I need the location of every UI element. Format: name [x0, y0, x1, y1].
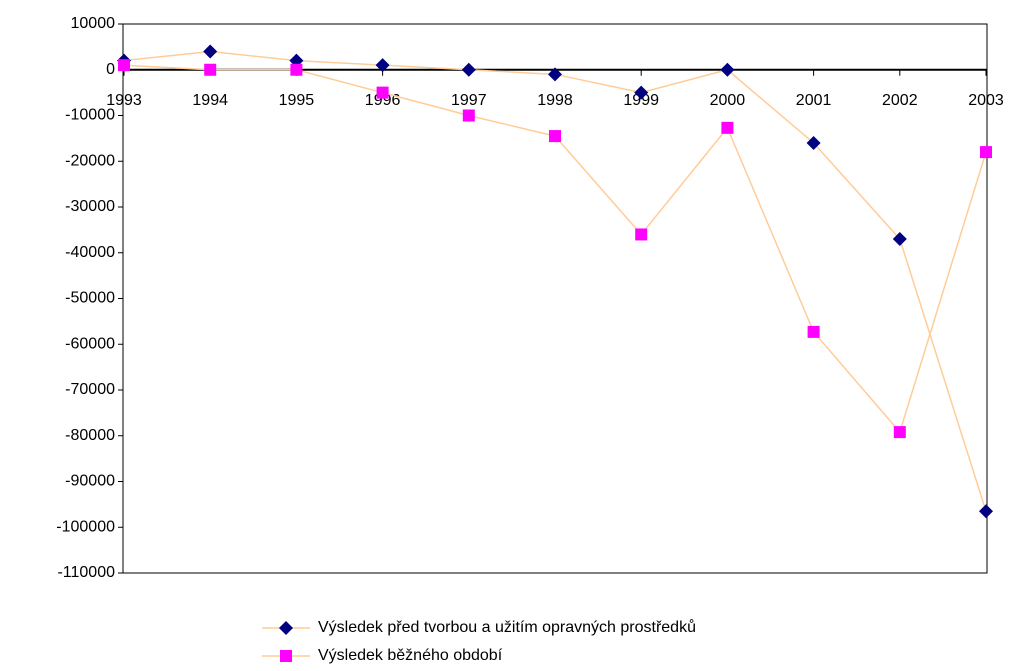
y-tick-label: -40000: [65, 244, 115, 261]
x-tick-label: 1994: [192, 92, 228, 109]
data-point: [118, 59, 130, 72]
data-point: [461, 62, 476, 77]
y-tick-label: 10000: [71, 15, 116, 32]
x-tick-label: 2000: [710, 92, 746, 109]
data-point: [806, 135, 821, 150]
legend-marker: [280, 650, 292, 662]
x-tick-label: 1998: [537, 92, 573, 109]
y-tick-label: -30000: [65, 198, 115, 215]
y-tick-label: -100000: [56, 518, 115, 535]
x-tick-label: 2001: [796, 92, 832, 109]
legend-label: Výsledek před tvorbou a užitím opravných…: [318, 618, 696, 636]
data-point: [376, 86, 389, 99]
data-point: [548, 67, 562, 82]
data-point: [204, 63, 217, 76]
y-tick-label: 0: [106, 61, 115, 78]
y-tick-label: -50000: [65, 290, 115, 307]
y-tick-label: -110000: [57, 564, 115, 581]
x-tick-label: 2003: [968, 92, 1004, 109]
y-tick-label: -90000: [65, 473, 115, 490]
y-tick-label: -10000: [65, 107, 115, 124]
data-point: [375, 58, 390, 73]
y-tick-label: -20000: [65, 152, 115, 169]
data-point: [462, 109, 475, 122]
series-line: [123, 64, 987, 434]
x-tick-label: 1999: [623, 92, 659, 109]
data-point: [807, 325, 820, 338]
y-tick-label: -80000: [65, 427, 115, 444]
y-tick-label: -70000: [65, 381, 115, 398]
data-point: [979, 504, 993, 519]
data-point: [720, 62, 735, 77]
x-tick-label: 1997: [451, 92, 487, 109]
legend-marker: [279, 621, 293, 635]
data-point: [635, 228, 648, 241]
series-line: [123, 50, 987, 512]
legend-label: Výsledek běžného období: [318, 647, 503, 664]
x-tick-label: 1996: [365, 92, 401, 109]
data-point: [721, 121, 734, 134]
data-point: [290, 63, 303, 76]
data-point: [549, 130, 561, 143]
data-point: [892, 232, 907, 247]
data-point: [203, 44, 218, 59]
data-point: [634, 85, 649, 100]
y-tick-label: -60000: [65, 335, 115, 352]
x-tick-label: 1993: [106, 92, 142, 109]
data-point: [893, 426, 906, 439]
x-tick-label: 1995: [279, 92, 315, 109]
data-point: [980, 146, 992, 159]
x-tick-label: 2002: [882, 92, 918, 109]
